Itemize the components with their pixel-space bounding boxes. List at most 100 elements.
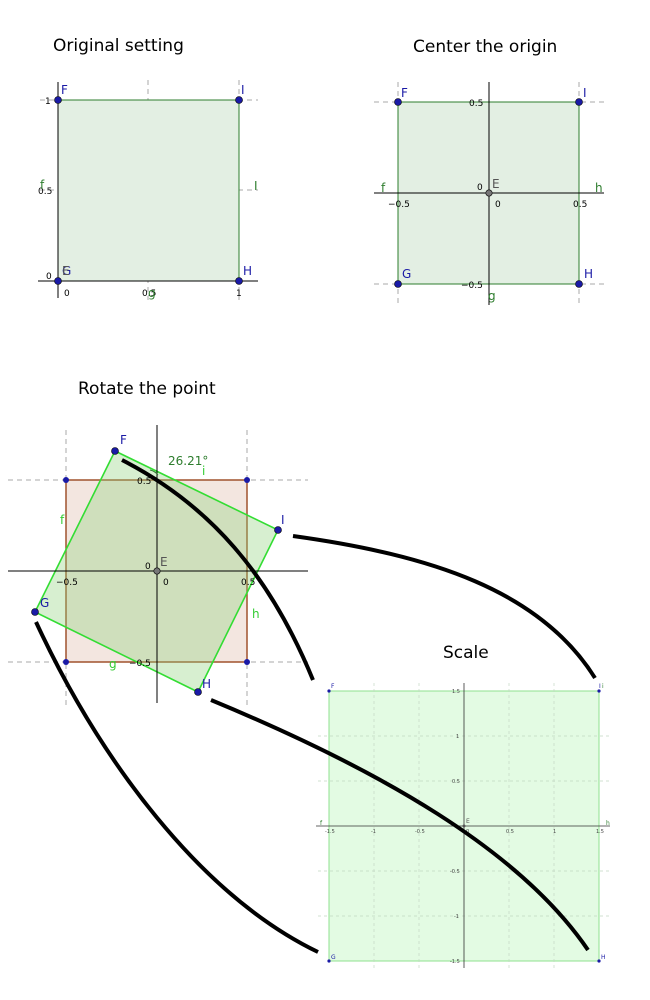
segment-g-label: g <box>488 289 496 303</box>
xtick-1.5: 1.5 <box>596 829 604 835</box>
tick-yn05: −0.5 <box>129 659 151 669</box>
point-I <box>274 526 282 534</box>
point-H <box>575 280 583 288</box>
point-I <box>235 96 243 104</box>
tick-y0: 0 <box>477 183 483 193</box>
point-F <box>327 689 331 693</box>
point-G <box>394 280 402 288</box>
tick-y0: 0 <box>46 272 52 282</box>
point-G-label: G <box>40 596 49 610</box>
point-F-label: F <box>401 86 408 100</box>
connector-curves <box>34 458 597 954</box>
panel-center: −0.5 0 0.5 0.5 0 −0.5 f h g F I E G H <box>374 82 604 305</box>
panel-scale: -1.5 -1 -0.5 0 0.5 1 1.5 1.5 1 0.5 -0.5 … <box>316 683 610 968</box>
tick-x0: 0 <box>495 200 501 210</box>
point-I-label: I <box>583 86 587 100</box>
scale-y-ticks: 1.5 1 0.5 -0.5 -1 -1.5 <box>450 689 460 965</box>
xtick-neg-1.5: -1.5 <box>325 829 335 835</box>
point-G <box>31 608 39 616</box>
angle-label: 26.21° <box>168 454 208 468</box>
xtick-1: 1 <box>553 829 556 835</box>
point-F <box>111 447 119 455</box>
tick-xn05: −0.5 <box>56 578 78 588</box>
tick-yn05: −0.5 <box>461 281 483 291</box>
tick-y05: 0.5 <box>137 477 151 487</box>
ytick-neg-1.5: -1.5 <box>450 959 460 965</box>
point-I-label: I <box>281 513 285 527</box>
angle-arc <box>149 469 159 476</box>
segment-h-label: h <box>252 607 260 621</box>
tick-x0: 0 <box>64 289 70 299</box>
square-original <box>57 99 240 282</box>
tick-y0: 0 <box>145 562 151 572</box>
tick-x05: 0.5 <box>573 200 587 210</box>
point-G-label: G <box>402 267 411 281</box>
ytick-1.5: 1.5 <box>452 689 460 695</box>
point-H <box>194 688 202 696</box>
title-center: Center the origin <box>413 37 558 57</box>
ytick-neg-0.5: -0.5 <box>450 869 460 875</box>
point-I-label: I <box>599 683 601 690</box>
point-G <box>54 277 62 285</box>
point-H-label: H <box>243 264 252 278</box>
connector-F <box>121 458 315 681</box>
segment-f-label: f <box>60 513 65 527</box>
ytick-neg-1: -1 <box>454 914 459 920</box>
segment-i-label: I <box>254 179 258 193</box>
segment-h-label: h <box>606 820 610 827</box>
point-G-label: G <box>331 954 336 961</box>
xtick-neg-1: -1 <box>371 829 376 835</box>
point-H-label: H <box>584 267 593 281</box>
tick-x0: 0 <box>163 578 169 588</box>
tick-x05: 0.5 <box>241 578 255 588</box>
point-G <box>327 959 331 963</box>
point-F <box>54 96 62 104</box>
point-F <box>394 98 402 106</box>
point-H-label: H <box>202 677 211 691</box>
point-H <box>597 959 601 963</box>
xtick-neg-0.5: -0.5 <box>415 829 425 835</box>
segment-g-label: g <box>109 657 117 671</box>
title-scale: Scale <box>443 643 489 663</box>
point-F-label: F <box>331 683 335 690</box>
corner-orig-bl <box>63 659 69 665</box>
point-E <box>485 189 493 197</box>
ytick-0.5: 0.5 <box>452 779 460 785</box>
point-H-label: H <box>601 954 606 961</box>
point-E-label: E <box>492 177 500 191</box>
point-F-label: F <box>120 433 127 447</box>
connector-H <box>210 698 590 952</box>
point-E-label: E <box>466 818 470 825</box>
ytick-1: 1 <box>456 734 459 740</box>
point-F-label: F <box>61 83 68 97</box>
segment-i-label: i <box>602 683 604 690</box>
panel-rotate: 26.21° −0.5 0 0.5 0.5 0 −0.5 i f h g F I… <box>8 425 308 705</box>
point-E <box>462 824 466 828</box>
xtick-0.5: 0.5 <box>506 829 514 835</box>
tick-y05: 0.5 <box>38 187 52 197</box>
point-I <box>575 98 583 106</box>
point-I <box>597 689 601 693</box>
tick-x05: 0.5 <box>142 289 156 299</box>
panel-original: 0 0.5 1 1 0.5 0 f I g F I G E H <box>38 80 258 300</box>
title-rotate: Rotate the point <box>78 379 216 399</box>
connector-G <box>34 621 319 954</box>
point-E <box>153 567 161 575</box>
corner-orig-tl <box>63 477 69 483</box>
title-original: Original setting <box>53 36 184 56</box>
tick-y05: 0.5 <box>469 99 483 109</box>
connector-I <box>292 534 597 680</box>
segment-h-label: h <box>595 181 603 195</box>
segment-f-label: f <box>320 820 323 827</box>
segment-f-label: f <box>381 181 386 195</box>
point-H <box>235 277 243 285</box>
corner-orig-tr <box>244 477 250 483</box>
segment-f-label: f <box>40 178 45 192</box>
point-E-label: E <box>62 264 70 278</box>
corner-orig-br <box>244 659 250 665</box>
point-G-label: G <box>62 264 71 278</box>
tick-y1: 1 <box>45 97 51 107</box>
tick-xn05: −0.5 <box>388 200 410 210</box>
segment-g-label: g <box>148 286 156 300</box>
